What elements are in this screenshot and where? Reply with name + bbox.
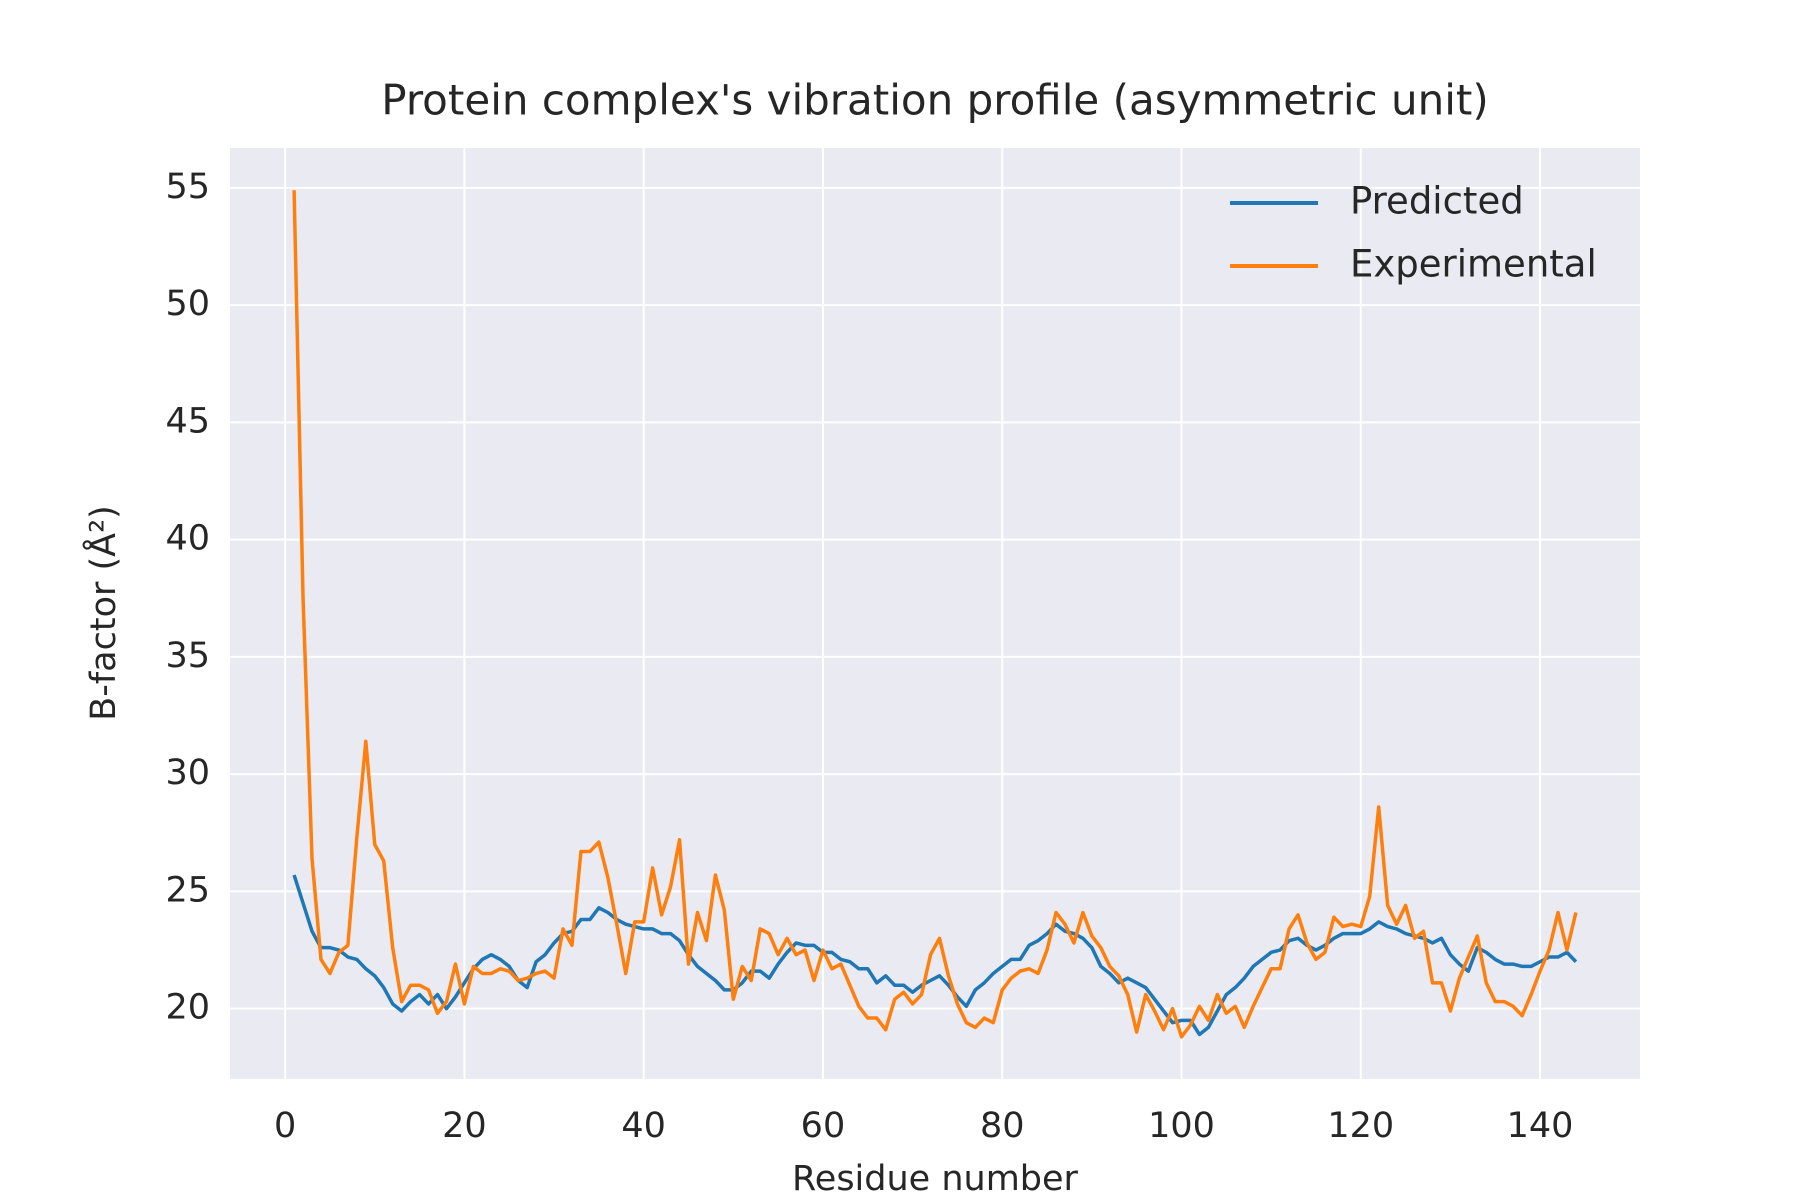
y-tick-label: 20 [165, 988, 210, 1028]
data-line [292, 874, 1578, 1037]
y-tick-label: 45 [165, 401, 210, 441]
x-tick-label: 40 [621, 1106, 666, 1146]
y-tick-label: 35 [165, 636, 210, 676]
x-tick-label: 20 [442, 1106, 487, 1146]
y-tick-label: 30 [165, 753, 210, 793]
y-tick-label: 50 [165, 284, 210, 324]
y-tick-label: 25 [165, 870, 210, 910]
legend-label: Predicted [1350, 180, 1524, 223]
x-tick-label: 60 [801, 1106, 846, 1146]
x-tick-label: 140 [1507, 1106, 1574, 1146]
y-tick-label: 40 [165, 519, 210, 559]
chart-title: Protein complex's vibration profile (asy… [381, 76, 1488, 125]
data-line [292, 190, 1578, 1039]
y-axis-label: B-factor (Å²) [81, 505, 124, 721]
y-tick-label: 55 [165, 167, 210, 207]
x-tick-label: 100 [1148, 1106, 1215, 1146]
x-tick-label: 80 [980, 1106, 1025, 1146]
x-tick-label: 120 [1327, 1106, 1394, 1146]
x-axis-label: Residue number [792, 1159, 1079, 1199]
x-tick-label: 0 [274, 1106, 296, 1146]
legend-label: Experimental [1350, 243, 1597, 286]
